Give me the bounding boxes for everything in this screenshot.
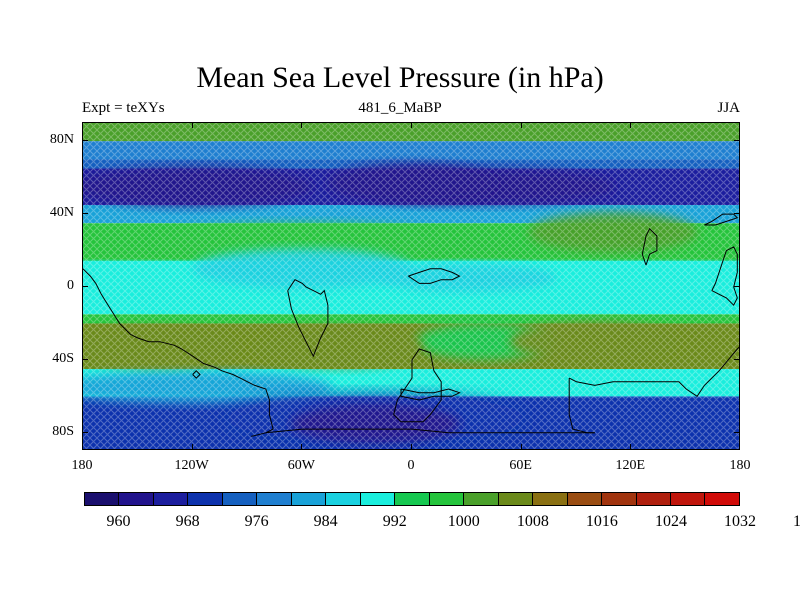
colorbar-swatch (188, 493, 223, 505)
lat-tick (82, 358, 88, 360)
lat-tick-label: 80N (49, 132, 74, 148)
pressure-map (83, 123, 739, 449)
coastline (192, 370, 201, 379)
lon-tick (301, 444, 303, 450)
lat-tick (82, 431, 88, 433)
lon-tick (630, 122, 632, 128)
colorbar-swatch (429, 493, 465, 505)
lon-tick (411, 122, 412, 128)
coastline (408, 268, 461, 284)
colorbar-label: 1040 (793, 513, 800, 530)
lon-tick-label: 180 (729, 458, 751, 473)
lat-tick (734, 358, 740, 360)
lat-tick (734, 286, 740, 287)
lon-tick (301, 122, 303, 128)
lon-tick (739, 122, 740, 128)
colorbar-label: 1024 (654, 513, 687, 530)
coastline (287, 279, 329, 358)
lat-tick (734, 431, 740, 433)
colorbar-swatch (636, 493, 671, 505)
colorbar-swatch (257, 493, 292, 505)
coastline (704, 213, 739, 226)
lat-tick-label: 40N (49, 205, 74, 221)
lon-tick-label: 60W (287, 458, 315, 473)
coastline (393, 348, 442, 423)
lon-tick-label: 60E (509, 458, 532, 473)
colorbar-swatch (326, 493, 361, 505)
colorbar-swatch (360, 493, 396, 505)
lat-tick (82, 213, 88, 215)
experiment-label: Expt = teXYs (82, 100, 165, 116)
colorbar-swatch (602, 493, 637, 505)
lon-tick-label: 0 (407, 458, 415, 473)
colorbar-swatch (498, 493, 534, 505)
colorbar-label: 992 (382, 513, 407, 530)
colorbar-swatch (464, 493, 499, 505)
coastline (711, 246, 738, 307)
season-label: JJA (717, 100, 740, 116)
coastline (83, 268, 274, 437)
lat-tick-label: 40S (52, 350, 74, 366)
colorbar-swatch (222, 493, 258, 505)
colorbar-swatch (119, 493, 154, 505)
coastline (265, 428, 595, 434)
lon-tick-label: 180 (71, 458, 93, 473)
lat-tick (82, 286, 88, 287)
colorbar-label: 1008 (516, 513, 549, 530)
lon-tick (411, 444, 412, 450)
colorbar-label: 984 (313, 513, 338, 530)
colorbar-swatch (85, 493, 120, 505)
coastline (568, 378, 595, 434)
coastline (568, 346, 739, 397)
colorbar-swatch (395, 493, 430, 505)
colorbar-swatch (153, 493, 189, 505)
colorbar-label: 976 (244, 513, 269, 530)
plot-title: Mean Sea Level Pressure (in hPa) (196, 61, 604, 94)
coastline (400, 388, 461, 401)
map-panel (82, 122, 740, 450)
colorbar-label: 968 (175, 513, 200, 530)
colorbar-swatch (567, 493, 603, 505)
coastlines (83, 213, 739, 437)
coastline (641, 227, 658, 266)
colorbar-label: 960 (106, 513, 131, 530)
lon-tick (82, 444, 83, 450)
lon-tick (520, 444, 522, 450)
colorbar-swatch (705, 493, 739, 505)
lat-tick (734, 213, 740, 215)
colorbar-swatch (670, 493, 706, 505)
colorbar (84, 492, 740, 506)
colorbar-swatch (291, 493, 327, 505)
lon-tick (82, 122, 83, 128)
lat-tick-label: 80S (52, 423, 74, 439)
hatch-overlay (83, 123, 739, 449)
lon-tick (630, 444, 632, 450)
lon-tick (739, 444, 740, 450)
lat-tick (82, 140, 88, 142)
lon-tick (520, 122, 522, 128)
colorbar-swatch (533, 493, 568, 505)
colorbar-label: 1016 (585, 513, 618, 530)
lon-tick-label: 120E (615, 458, 646, 473)
lon-tick (191, 122, 193, 128)
lat-tick (734, 140, 740, 142)
lon-tick (191, 444, 193, 450)
time-label: 481_6_MaBP (358, 100, 442, 116)
lat-tick-label: 0 (67, 278, 74, 293)
colorbar-label: 1032 (724, 513, 756, 530)
lon-tick-label: 120W (174, 458, 209, 473)
colorbar-label: 1000 (447, 513, 480, 530)
